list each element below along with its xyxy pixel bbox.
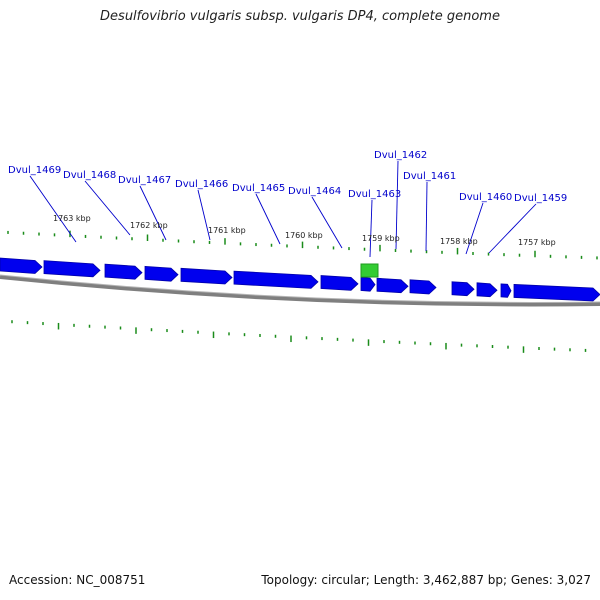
gene-label-dvul-1466[interactable]: Dvul_1466 (175, 179, 228, 190)
kbp-label-1757: 1757 kbp (518, 238, 556, 247)
gene-label-dvul-1461[interactable]: Dvul_1461 (403, 171, 456, 182)
map-title: Desulfovibrio vulgaris subsp. vulgaris D… (100, 9, 500, 24)
inner-tick-track (11, 320, 587, 353)
kbp-label-1762: 1762 kbp (130, 221, 168, 230)
gene-arrow[interactable] (144, 265, 179, 282)
callout-line (395, 160, 399, 250)
gene-arrow[interactable] (233, 270, 319, 289)
gene-label-dvul-1463[interactable]: Dvul_1463 (348, 189, 401, 200)
callout-line (139, 185, 167, 241)
kbp-label-1761: 1761 kbp (208, 226, 246, 235)
callout-line (311, 196, 343, 249)
callout-line (465, 202, 484, 255)
gene-arrow[interactable] (476, 282, 498, 298)
gene-arrow[interactable] (104, 263, 143, 280)
callout-line (84, 180, 131, 236)
outer-tick-track (7, 230, 598, 260)
gene-label-dvul-1459[interactable]: Dvul_1459 (514, 193, 567, 204)
gene-label-dvul-1469[interactable]: Dvul_1469 (8, 165, 61, 176)
callout-line (425, 181, 428, 252)
callout-line (255, 193, 281, 245)
kbp-label-1759: 1759 kbp (362, 234, 400, 243)
gene-arrow[interactable] (376, 277, 409, 294)
gene-callout-lines (29, 160, 537, 258)
callout-line (488, 203, 537, 254)
kbp-label-1763: 1763 kbp (53, 214, 91, 223)
kbp-label-1760: 1760 kbp (285, 231, 323, 240)
gene-arrow[interactable] (43, 260, 101, 278)
gene-label-dvul-1468[interactable]: Dvul_1468 (63, 170, 116, 181)
gene-arrow[interactable] (409, 279, 437, 295)
gene-arrow[interactable] (360, 277, 376, 292)
gene-arrow[interactable] (0, 257, 43, 274)
accession-text: Accession: NC_008751 (9, 573, 146, 587)
highlighted-feature[interactable] (360, 263, 379, 278)
genome-backbone (0, 275, 600, 307)
gene-label-dvul-1467[interactable]: Dvul_1467 (118, 175, 171, 186)
callout-line (29, 175, 77, 243)
kbp-label-1758: 1758 kbp (440, 237, 478, 246)
genome-info-text: Topology: circular; Length: 3,462,887 bp… (261, 573, 591, 587)
gene-arrow[interactable] (180, 267, 233, 285)
gene-label-dvul-1462[interactable]: Dvul_1462 (374, 150, 427, 161)
gene-arrow[interactable] (513, 284, 600, 302)
callout-line (197, 189, 211, 241)
gene-arrow[interactable] (451, 281, 475, 297)
gene-label-dvul-1460[interactable]: Dvul_1460 (459, 192, 512, 203)
gene-arrow[interactable] (320, 275, 359, 291)
gene-track (0, 257, 600, 302)
gene-label-dvul-1465[interactable]: Dvul_1465 (232, 183, 285, 194)
gene-label-dvul-1464[interactable]: Dvul_1464 (288, 186, 341, 197)
callout-line (369, 199, 373, 258)
genome-backbone-highlight (0, 274, 600, 303)
gene-arrow[interactable] (500, 283, 512, 298)
